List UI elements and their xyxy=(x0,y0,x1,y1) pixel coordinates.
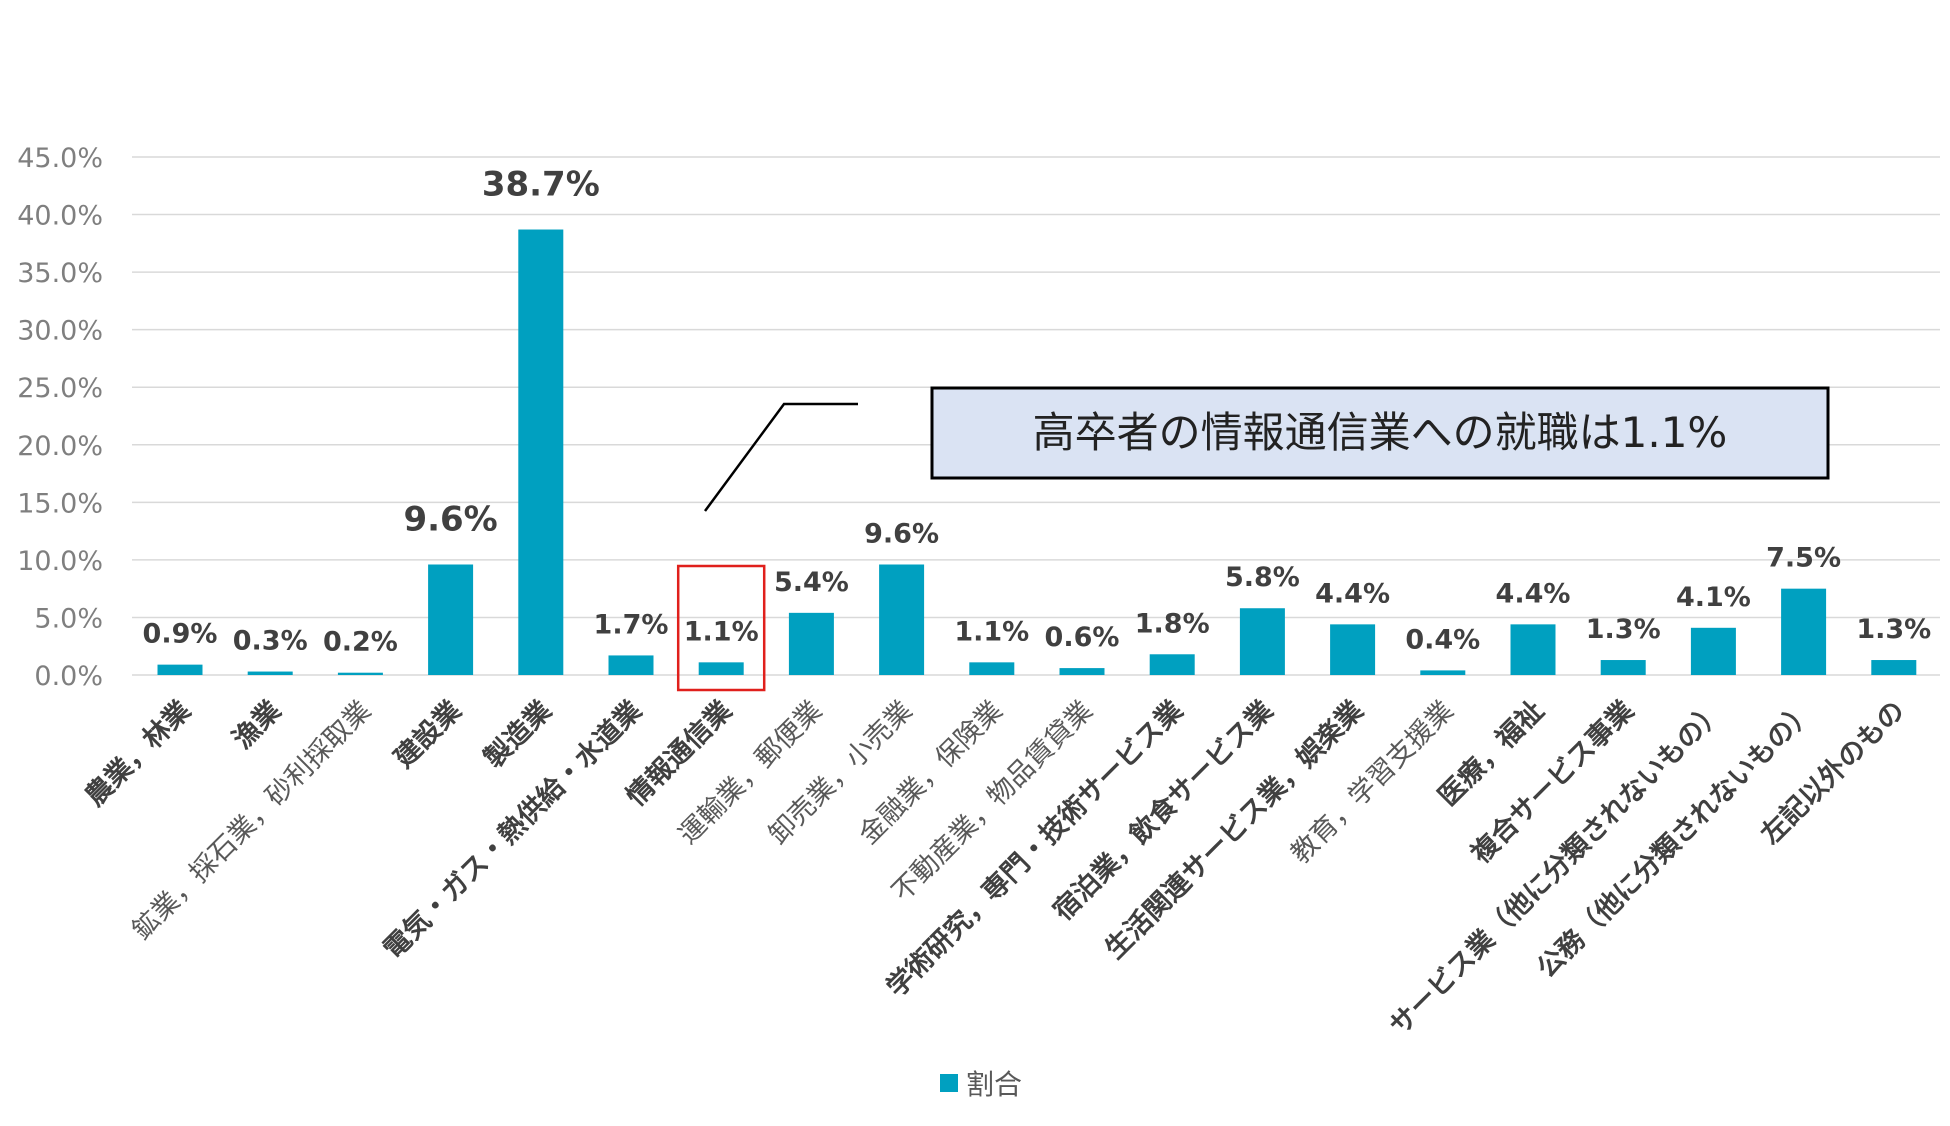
y-tick-label: 40.0% xyxy=(17,201,103,232)
callout-pointer xyxy=(703,402,858,512)
bar xyxy=(337,672,383,675)
data-label: 0.2% xyxy=(323,627,398,658)
y-tick-label: 20.0% xyxy=(17,431,103,462)
data-label: 4.4% xyxy=(1315,578,1390,609)
callout: 高卒者の情報通信業への就職は1.1% xyxy=(930,386,1830,480)
data-label: 0.6% xyxy=(1045,622,1120,653)
data-label: 0.3% xyxy=(233,626,308,657)
bars xyxy=(157,229,1917,675)
bar xyxy=(1600,660,1646,675)
bar xyxy=(1330,624,1376,675)
bar xyxy=(969,662,1015,675)
x-tick-label: サービス業（他に分類されないもの） xyxy=(1384,695,1730,1041)
data-label: 5.4% xyxy=(774,567,849,598)
bar xyxy=(247,671,293,675)
data-label: 38.7% xyxy=(482,165,600,205)
data-label: 5.8% xyxy=(1225,562,1300,593)
legend-swatch xyxy=(940,1074,958,1092)
bar xyxy=(1059,668,1105,675)
bar xyxy=(1149,654,1195,675)
y-tick-label: 30.0% xyxy=(17,316,103,347)
x-tick-label: 複合サービス事業 xyxy=(1465,694,1640,869)
x-tick-label: 農業，林業 xyxy=(80,695,197,812)
data-label: 1.1% xyxy=(954,616,1029,647)
highlight-rect xyxy=(676,564,766,692)
y-tick-label: 25.0% xyxy=(17,373,103,404)
bar xyxy=(1690,627,1736,675)
bar xyxy=(1420,670,1466,675)
bar xyxy=(428,564,474,675)
highlight-box xyxy=(676,564,766,692)
y-tick-label: 0.0% xyxy=(34,661,103,692)
x-tick-label: 漁業 xyxy=(227,695,287,755)
data-label: 1.8% xyxy=(1135,608,1210,639)
bar xyxy=(788,612,834,675)
data-label: 9.6% xyxy=(864,518,939,549)
bar xyxy=(698,662,744,675)
bar xyxy=(879,564,925,675)
data-label: 1.1% xyxy=(684,616,759,647)
data-label: 9.6% xyxy=(403,499,497,539)
callout-text: 高卒者の情報通信業への就職は1.1% xyxy=(1033,408,1728,457)
data-labels: 0.9% 0.3% 0.2% 9.6% 38.7% 1.7% 1.1% 5.4% 9.6% 1.1… xyxy=(143,165,1932,658)
data-label: 0.4% xyxy=(1405,624,1480,655)
bar xyxy=(1781,588,1827,675)
data-label: 1.3% xyxy=(1586,614,1661,645)
bar xyxy=(1510,624,1556,675)
data-label: 1.7% xyxy=(594,609,669,640)
y-tick-label: 35.0% xyxy=(17,258,103,289)
data-label: 4.1% xyxy=(1676,582,1751,613)
callout-box xyxy=(930,386,1830,480)
y-axis-ticks: 0.0% 5.0% 10.0% 15.0% 20.0% 25.0% 30.0% 35.0% 40… xyxy=(17,143,103,692)
y-tick-label: 45.0% xyxy=(17,143,103,174)
bar xyxy=(608,655,654,675)
bar xyxy=(1239,608,1285,675)
legend: 割合 xyxy=(940,1068,1022,1101)
legend-label: 割合 xyxy=(966,1068,1022,1101)
y-tick-label: 10.0% xyxy=(17,546,103,577)
x-tick-label: 教育，学習支援業 xyxy=(1285,695,1460,870)
data-label: 0.9% xyxy=(143,619,218,650)
bar xyxy=(1871,660,1917,675)
y-tick-label: 15.0% xyxy=(17,488,103,519)
bar xyxy=(518,229,564,675)
y-tick-label: 5.0% xyxy=(34,603,103,634)
data-label: 7.5% xyxy=(1766,543,1841,574)
data-label: 1.3% xyxy=(1856,614,1931,645)
x-tick-label: 製造業 xyxy=(479,695,558,774)
bar xyxy=(157,664,203,675)
x-tick-label: 建設業 xyxy=(388,694,468,774)
data-label: 4.4% xyxy=(1496,578,1571,609)
